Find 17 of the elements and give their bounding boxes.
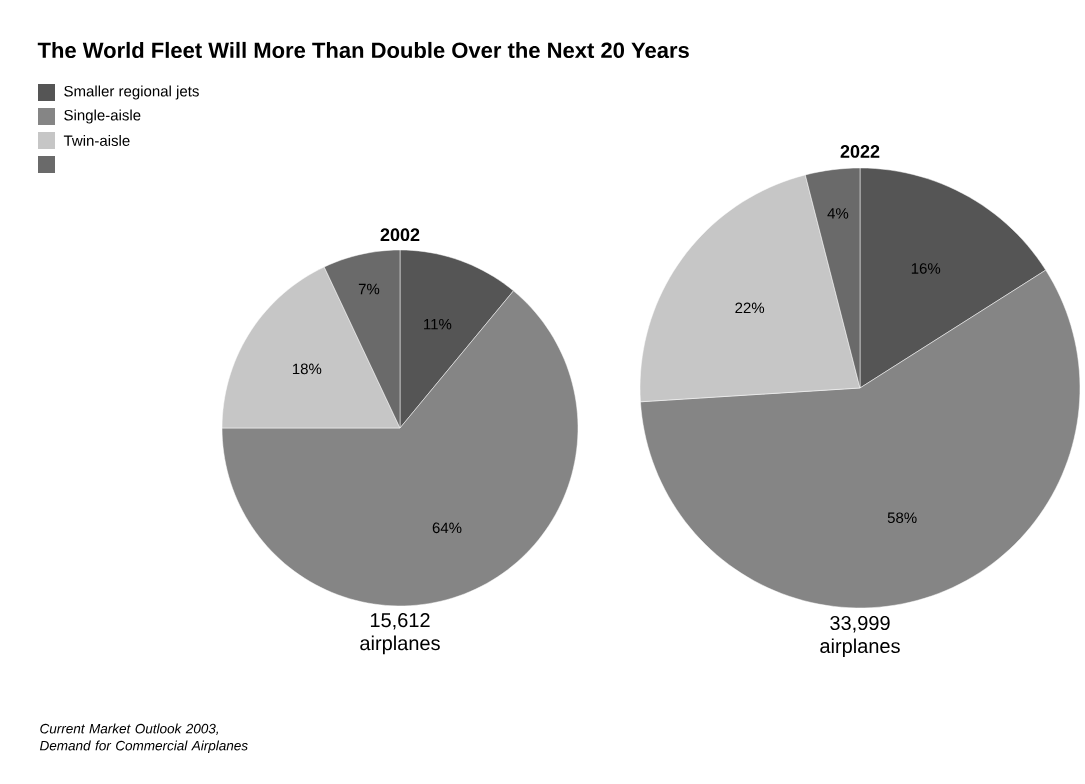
data-label: 58% [887,512,917,524]
legend-label: Twin-aisle [63,134,130,146]
text: 2002 [380,228,420,242]
data-label: 64% [432,522,462,534]
data-label: 22% [735,302,765,314]
data-label: 11% [424,318,452,330]
text: 33,999 airplanes [820,615,900,658]
data-label: 16% [911,263,941,274]
data-label: 4% [827,208,849,219]
legend-label: Single-aisle [64,109,141,124]
data-label: 7% [358,283,380,295]
legend-label: Smaller regional jets [64,85,199,100]
text: 15,612 airplanes [360,613,440,655]
chart-title: The World Fleet Will More Than Double Over the Next 20 Years [37,41,689,59]
chart-subtitle: 2022 [840,145,880,158]
data-label: 18% [292,363,322,375]
text: Current Market Outlook 2003, Demand for Commercial Airplanes [39,723,248,754]
